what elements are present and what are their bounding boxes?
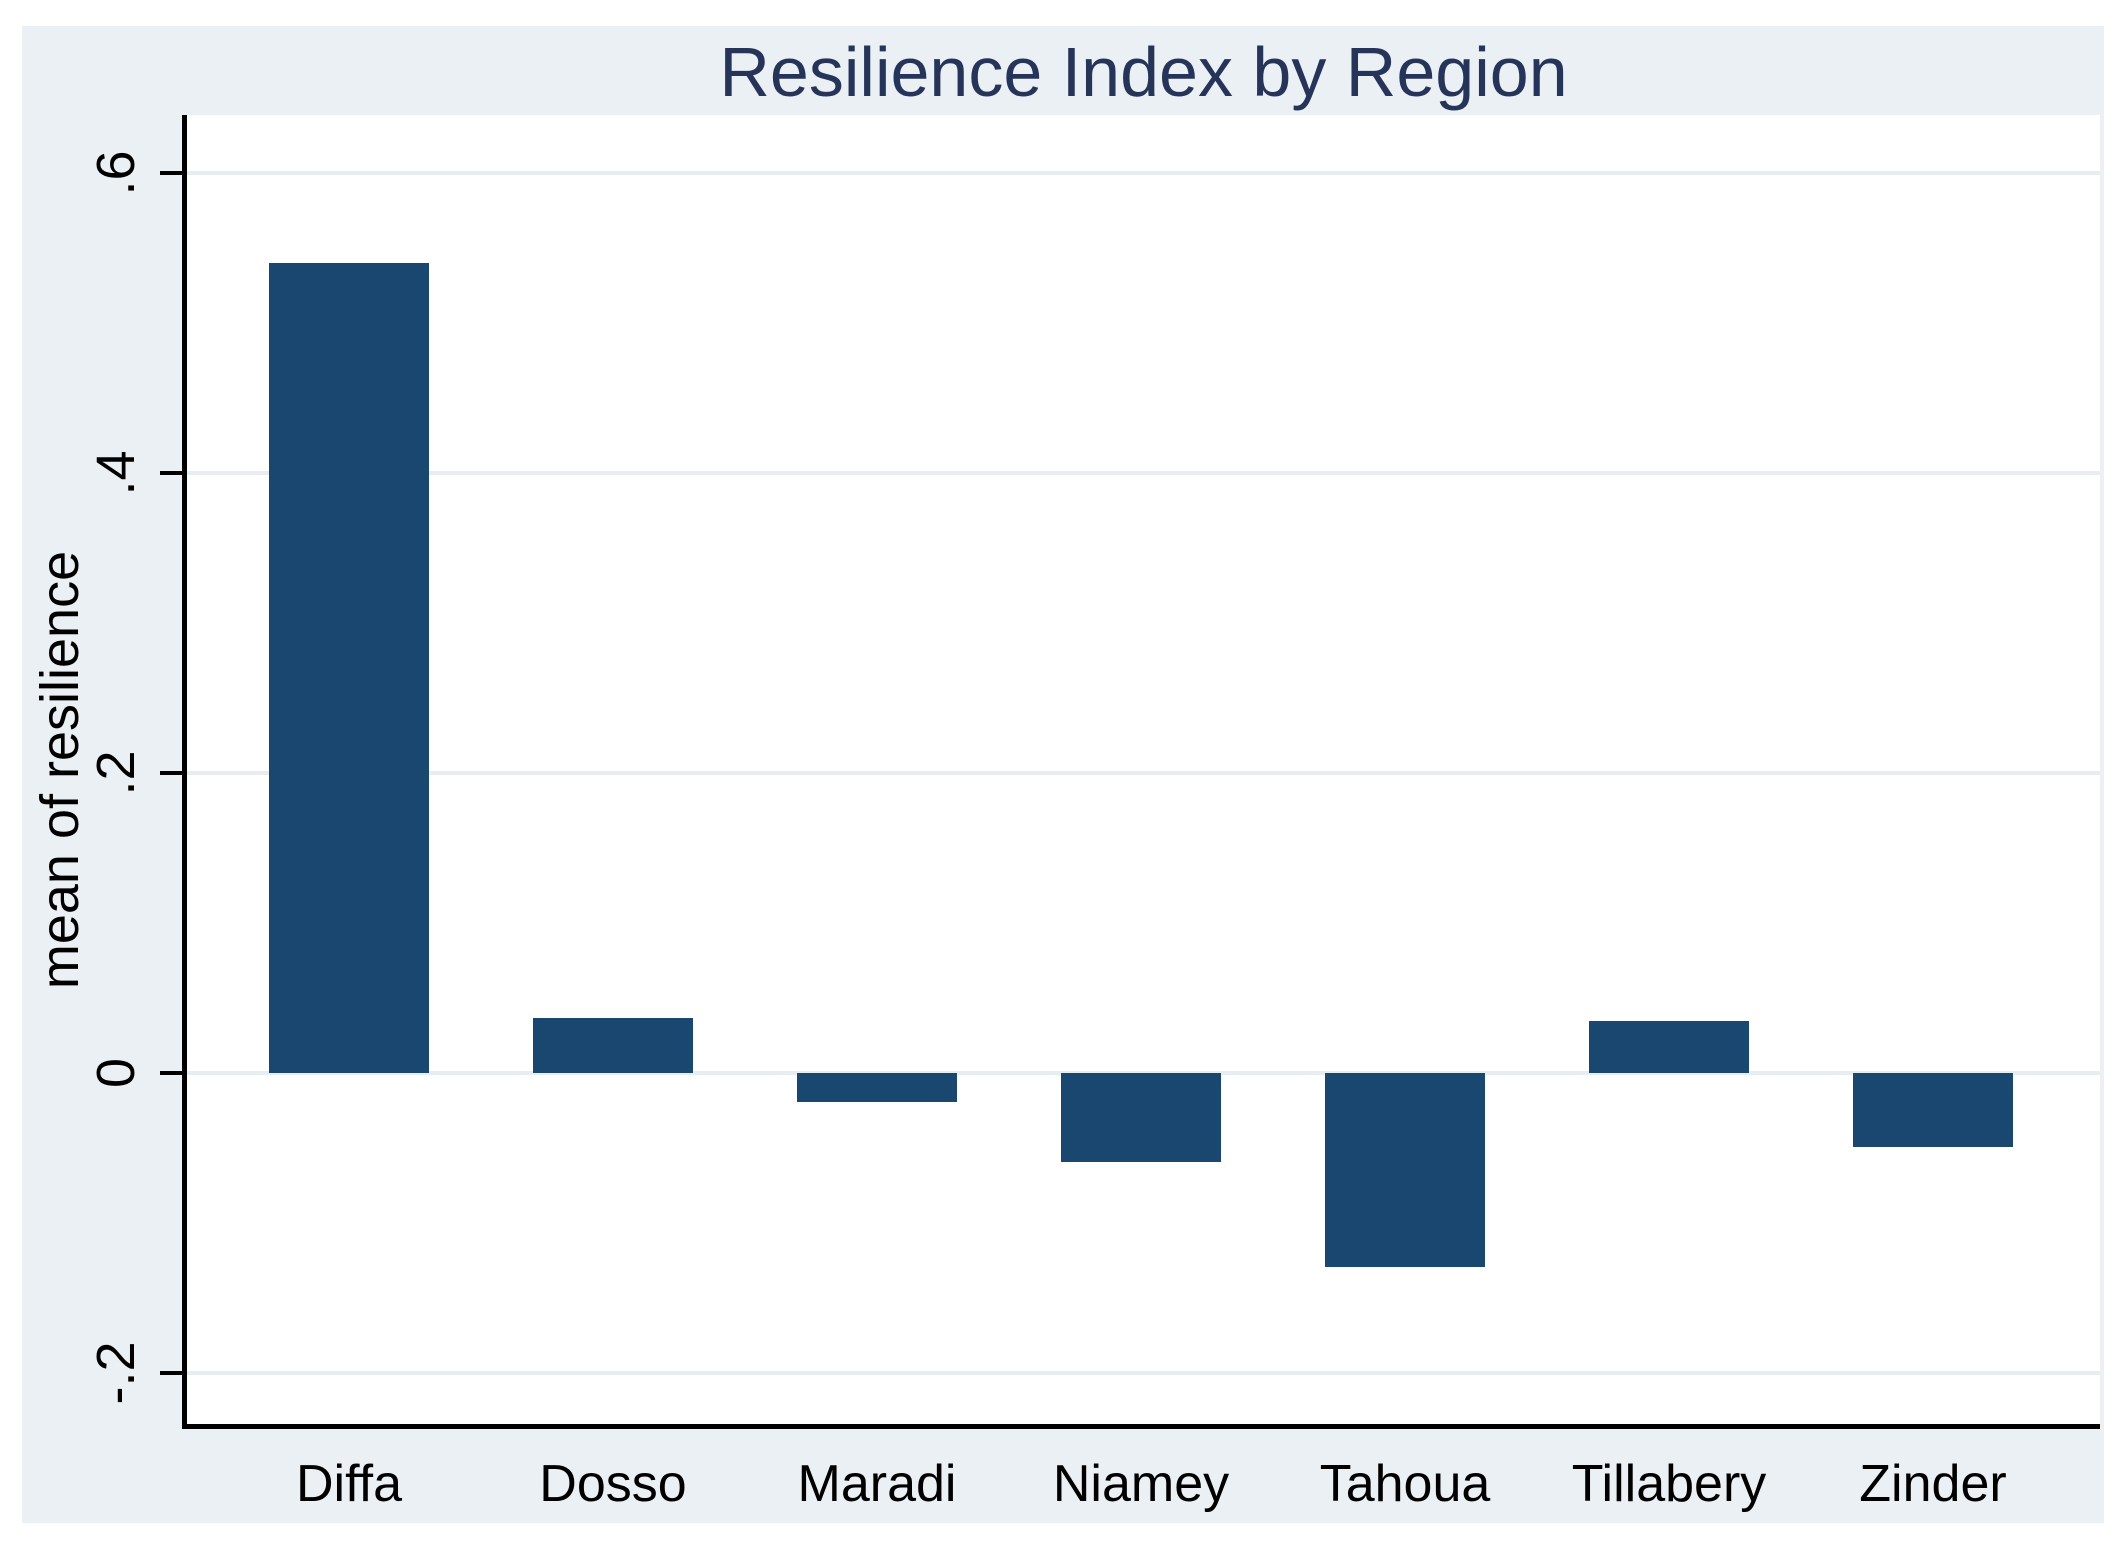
y-axis-title: mean of resilience: [30, 550, 90, 989]
y-tick-label: .2: [86, 750, 146, 796]
graph-region: Resilience Index by Region mean of resil…: [22, 26, 2104, 1523]
bar-tahoua: [1325, 1073, 1485, 1267]
y-tick-mark: [160, 1371, 187, 1375]
x-tick-label-tillabery: Tillabery: [1571, 1455, 1767, 1513]
bar-dosso: [533, 1017, 693, 1073]
gridline-y--.2: [187, 1371, 2100, 1375]
bar-tillabery: [1589, 1020, 1749, 1073]
bar-diffa: [269, 263, 429, 1073]
y-tick-label: -.2: [86, 1341, 146, 1405]
y-tick-mark: [160, 1071, 187, 1075]
x-tick-label-niamey: Niamey: [1052, 1455, 1230, 1513]
y-tick-label: .6: [86, 150, 146, 196]
x-axis-line: [182, 1424, 2100, 1429]
bar-maradi: [797, 1073, 957, 1102]
plot-area: [187, 115, 2100, 1424]
gridline-y-.2: [187, 771, 2100, 775]
x-tick-label-diffa: Diffa: [296, 1455, 402, 1513]
y-tick-mark: [160, 771, 187, 775]
bar-niamey: [1061, 1073, 1221, 1162]
chart-title: Resilience Index by Region: [719, 33, 1568, 111]
x-tick-label-tahoua: Tahoua: [1319, 1455, 1491, 1513]
y-tick-label: 0: [86, 1057, 146, 1089]
gridline-y-.6: [187, 171, 2100, 175]
x-tick-label-maradi: Maradi: [797, 1455, 957, 1513]
gridline-y-.4: [187, 471, 2100, 475]
bar-zinder: [1853, 1073, 2013, 1147]
x-tick-label-zinder: Zinder: [1859, 1455, 2007, 1513]
y-tick-mark: [160, 471, 187, 475]
y-tick-label: .4: [86, 450, 146, 496]
y-tick-mark: [160, 171, 187, 175]
x-tick-label-dosso: Dosso: [539, 1455, 687, 1513]
